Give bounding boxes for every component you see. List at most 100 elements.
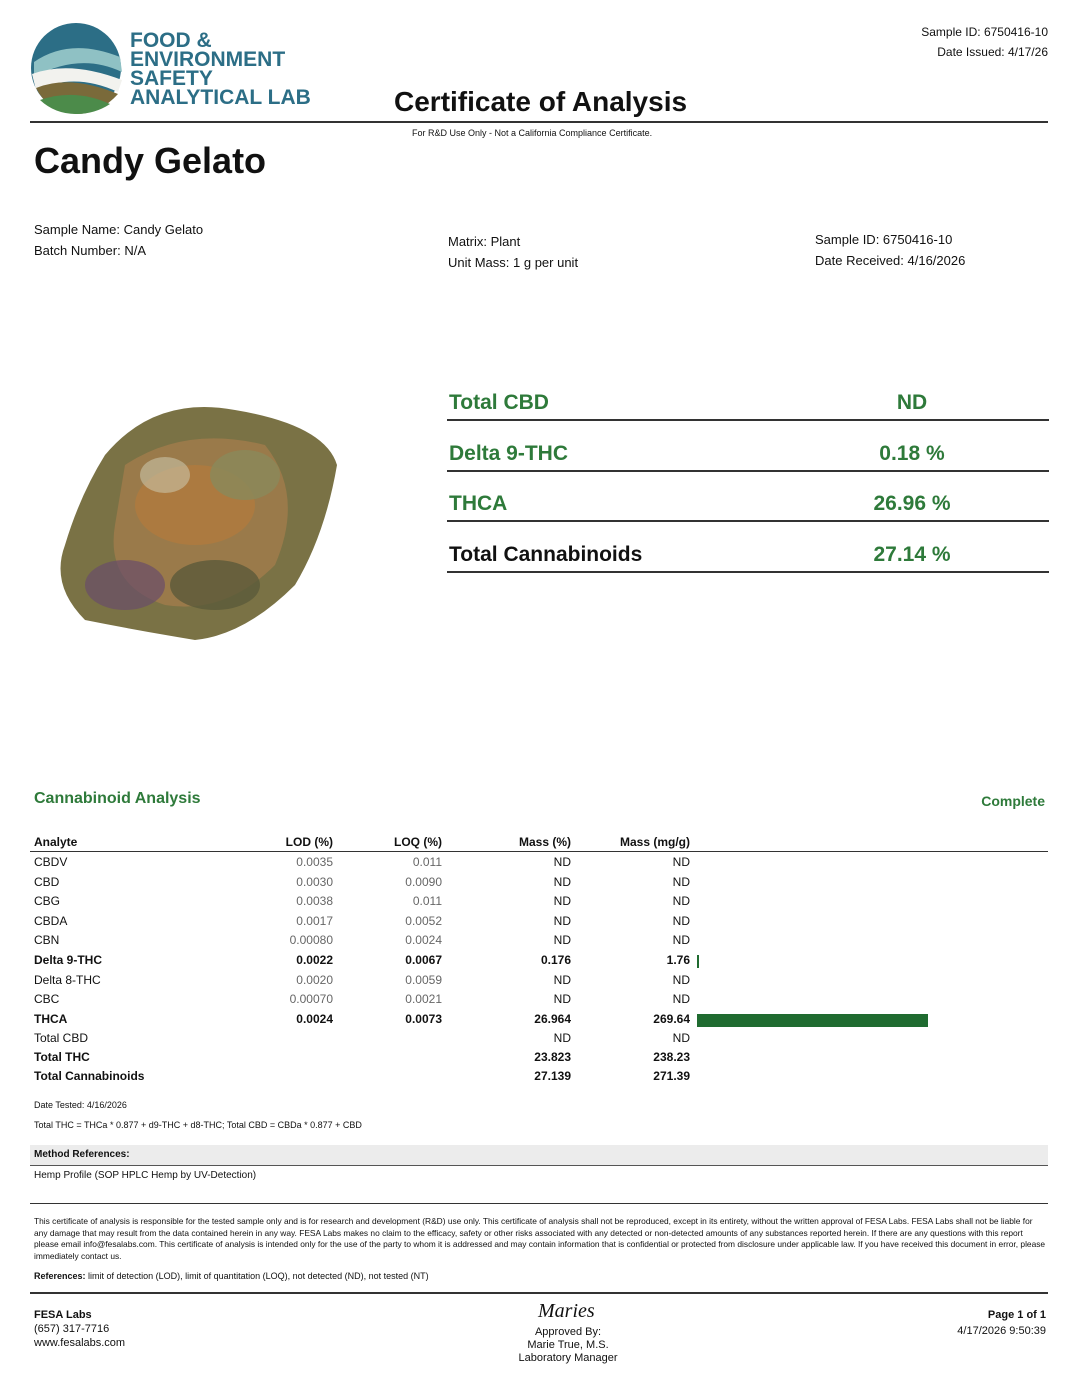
table-cell: 0.00070 (289, 992, 333, 1007)
logo-text: FOOD & ENVIRONMENT SAFETY ANALYTICAL LAB (130, 29, 311, 109)
table-cell: ND (553, 855, 571, 869)
rule (447, 520, 1049, 523)
date-tested: Date Tested: 4/16/2026 (34, 1100, 127, 1110)
table-cell: Total THC (34, 1050, 90, 1065)
table-cell: CBG (34, 894, 61, 909)
method-text: Hemp Profile (SOP HPLC Hemp by UV-Detect… (34, 1170, 257, 1181)
info-line: Unit Mass: 1 g per unit (448, 255, 579, 270)
table-cell: ND (553, 933, 571, 948)
table-cell: 0.0020 (296, 972, 333, 987)
table-cell: CBD (34, 874, 60, 889)
status: Complete (981, 793, 1045, 809)
table-cell: 0.0021 (405, 992, 442, 1007)
table-cell: 0.0017 (296, 913, 333, 928)
formula: Total THC = THCa * 0.877 + d9-THC + d8-T… (34, 1120, 362, 1130)
table-cell: 0.00080 (289, 933, 333, 948)
doc-title: Certificate of Analysis (394, 86, 688, 117)
rule (447, 571, 1049, 574)
table-cell: 0.011 (412, 894, 442, 909)
summary-label: THCA (449, 492, 508, 516)
date-issued: Date Issued: 4/17/26 (937, 45, 1048, 59)
footer-right: Page 1 of 1 (987, 1309, 1046, 1321)
column-header: Analyte (34, 835, 78, 849)
table-cell: 269.64 (653, 1011, 690, 1026)
rule (30, 1292, 1048, 1294)
table-cell: 0.176 (540, 953, 571, 967)
sample-id: Sample ID: 6750416-10 (921, 25, 1048, 39)
table-cell: ND (672, 933, 690, 948)
logo-line: ANALYTICAL LAB (130, 86, 311, 109)
bar (697, 1013, 928, 1027)
table-cell: 0.0022 (296, 953, 333, 967)
table-cell: 0.0059 (405, 972, 442, 987)
table-cell: ND (672, 894, 690, 909)
table-cell: CBDA (34, 913, 68, 928)
info-line: Sample Name: Candy Gelato (34, 222, 204, 237)
logo-line: ENVIRONMENT (130, 48, 286, 71)
bar (697, 955, 699, 968)
table-cell: 0.0024 (296, 1011, 333, 1026)
table-cell: 27.139 (534, 1069, 571, 1084)
rule (30, 1203, 1048, 1204)
references: References: limit of detection (LOD), li… (34, 1271, 429, 1281)
table-cell: 271.39 (653, 1069, 690, 1084)
references-text: limit of detection (LOD), limit of quant… (88, 1271, 429, 1281)
table-cell: 0.0038 (296, 894, 333, 909)
table-cell: 0.0030 (296, 874, 333, 889)
table-cell: ND (553, 913, 571, 928)
table-cell: Total Cannabinoids (34, 1069, 145, 1084)
info-line: Date Received: 4/16/2026 (815, 253, 966, 268)
table-cell: ND (553, 1031, 571, 1045)
table-cell: ND (672, 913, 690, 928)
column-header: LOD (%) (285, 835, 333, 849)
table-cell: ND (672, 855, 690, 869)
table-cell: ND (672, 1031, 690, 1045)
references-label: References: (34, 1271, 86, 1281)
info-line: Sample ID: 6750416-10 (815, 232, 953, 247)
method-bar (30, 1145, 1048, 1166)
table-cell: Delta 9-THC (34, 953, 103, 967)
logo-mark (31, 23, 122, 114)
footer-center: Laboratory Manager (518, 1352, 618, 1364)
table-cell: ND (553, 874, 571, 889)
table-cell: 1.76 (666, 953, 690, 967)
table-cell: 0.0052 (405, 913, 442, 928)
table-cell: ND (672, 874, 690, 889)
rule (447, 469, 1049, 472)
table-cell: 0.0090 (405, 874, 442, 889)
method-heading: Method References: (34, 1149, 130, 1160)
table-cell: ND (672, 972, 690, 987)
column-header: LOQ (%) (394, 835, 442, 849)
table-cell: CBN (34, 933, 60, 948)
section-title: Cannabinoid Analysis (34, 790, 201, 807)
table-cell: 23.823 (534, 1050, 571, 1065)
column-header: Mass (mg/g) (619, 835, 690, 849)
logo-line: SAFETY (130, 67, 213, 90)
footer-left: www.fesalabs.com (34, 1337, 126, 1349)
info-line: Batch Number: N/A (34, 243, 146, 258)
table-cell: 0.0024 (405, 933, 442, 948)
logo-line: FOOD & (130, 29, 212, 52)
table-cell: 0.0035 (296, 855, 333, 869)
summary-label: Total Cannabinoids (449, 543, 643, 567)
summary-value: 27.14 % (873, 543, 951, 567)
table-cell: ND (553, 972, 571, 987)
table-cell: ND (553, 992, 571, 1007)
table-cell: 0.011 (412, 855, 442, 869)
table-cell: THCA (34, 1011, 68, 1026)
table-cell: 0.0073 (405, 1011, 442, 1026)
summary-value: ND (896, 391, 928, 414)
footer-center: Marie True, M.S. (527, 1339, 609, 1351)
rule (30, 121, 1048, 123)
table-cell: 238.23 (653, 1050, 690, 1065)
rule (447, 419, 1049, 421)
footer-left: (657) 317-7716 (34, 1323, 110, 1335)
table-cell: 26.964 (534, 1011, 571, 1026)
footer-right: 4/17/2026 9:50:39 (957, 1325, 1046, 1337)
column-header: Mass (%) (518, 835, 571, 849)
table-cell: ND (553, 894, 571, 909)
summary-label: Total CBD (449, 391, 549, 414)
info-line: Matrix: Plant (448, 234, 521, 249)
table-cell: ND (672, 992, 690, 1007)
